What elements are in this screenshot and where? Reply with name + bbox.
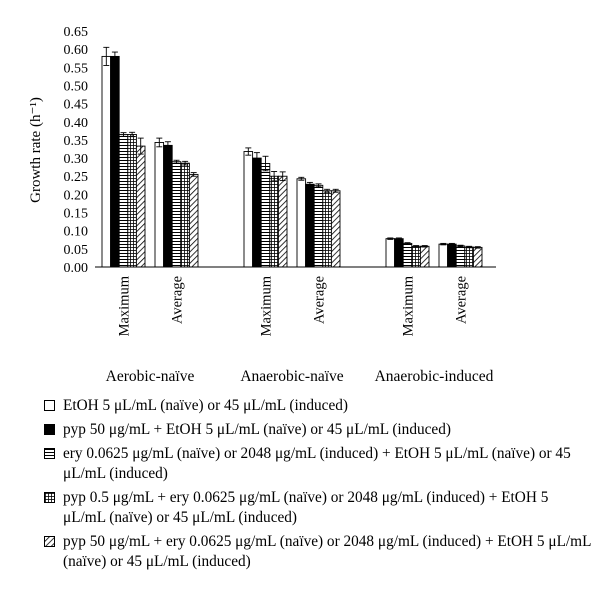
legend-item-5: pyp 50 μg/mL + ery 0.0625 μg/mL (naïve) … xyxy=(44,532,592,572)
y-tick-label: 0.25 xyxy=(64,170,89,185)
bar xyxy=(313,184,324,268)
bar xyxy=(127,134,137,268)
bar xyxy=(472,246,483,268)
bar xyxy=(277,175,288,268)
y-tick-label: 0.50 xyxy=(64,79,89,94)
category-label: Maximum xyxy=(117,275,133,336)
y-axis-label: Growth rate (h⁻¹) xyxy=(28,97,44,203)
legend-swatch-black xyxy=(44,424,55,435)
category-label: Average xyxy=(170,276,186,324)
bar xyxy=(305,183,315,268)
y-tick-label: 0.60 xyxy=(64,43,89,58)
bar xyxy=(402,242,413,268)
x-axis: Maximum Average Aerobic-naïve Maximum Averag… xyxy=(106,275,494,385)
y-tick-label: 0.20 xyxy=(64,188,89,203)
y-tick-label: 0.40 xyxy=(64,116,89,131)
y-tick-label: 0.10 xyxy=(64,225,89,240)
legend-label: ery 0.0625 μg/mL (naïve) or 2048 μg/mL (… xyxy=(63,445,571,482)
bar xyxy=(455,245,466,268)
category-label: Average xyxy=(312,276,328,324)
y-tick-label: 0.65 xyxy=(64,25,89,40)
bar xyxy=(322,190,332,268)
bar xyxy=(411,245,421,268)
y-tick-label: 0.35 xyxy=(64,134,89,149)
bar xyxy=(394,238,404,268)
category-label: Average xyxy=(454,276,470,324)
bar xyxy=(118,134,129,268)
y-tick-label: 0.15 xyxy=(64,207,89,222)
category-label: Maximum xyxy=(401,275,417,336)
legend-label: pyp 50 μg/mL + EtOH 5 μL/mL (naïve) or 4… xyxy=(63,421,451,438)
y-axis: 0.00 0.05 0.10 0.15 0.20 0.25 0.30 0.35 0.40 0.45… xyxy=(64,25,89,276)
group-label: Anaerobic-naïve xyxy=(240,368,343,385)
y-tick-label: 0.05 xyxy=(64,243,89,258)
legend-swatch-horizontal-hatch xyxy=(44,448,55,459)
bar xyxy=(330,190,341,268)
bar xyxy=(180,162,190,268)
legend-label: pyp 50 μg/mL + ery 0.0625 μg/mL (naïve) … xyxy=(63,533,591,570)
legend: EtOH 5 μL/mL (naïve) or 45 μL/mL (induce… xyxy=(44,396,592,576)
bar-chart: Growth rate (h⁻¹) 0.000.050.100.150.200.… xyxy=(28,25,496,385)
bar xyxy=(269,175,279,268)
bar xyxy=(464,246,474,268)
legend-item-4: pyp 0.5 μg/mL + ery 0.0625 μg/mL (naïve)… xyxy=(44,488,592,528)
bars xyxy=(95,46,496,268)
legend-item-3: ery 0.0625 μg/mL (naïve) or 2048 μg/mL (… xyxy=(44,444,592,484)
legend-label: pyp 0.5 μg/mL + ery 0.0625 μg/mL (naïve)… xyxy=(63,489,549,526)
legend-swatch-grid-hatch xyxy=(44,492,55,503)
bar xyxy=(296,178,307,268)
legend-item-2: pyp 50 μg/mL + EtOH 5 μL/mL (naïve) or 4… xyxy=(44,420,592,440)
bar xyxy=(419,245,430,268)
group-label: Aerobic-naïve xyxy=(106,368,195,385)
bar xyxy=(260,163,271,268)
bar xyxy=(447,243,457,268)
group-label: Anaerobic-induced xyxy=(375,368,494,385)
category-label: Maximum xyxy=(259,275,275,336)
bar xyxy=(135,145,146,268)
y-tick-label: 0.30 xyxy=(64,152,89,167)
legend-swatch-white xyxy=(44,400,55,411)
legend-item-1: EtOH 5 μL/mL (naïve) or 45 μL/mL (induce… xyxy=(44,396,592,416)
bar xyxy=(154,142,165,268)
y-tick-label: 0.45 xyxy=(64,98,89,113)
bar xyxy=(171,161,182,268)
bar xyxy=(438,243,449,268)
bar xyxy=(252,157,262,268)
bar xyxy=(163,144,173,268)
bar xyxy=(110,55,120,268)
legend-label: EtOH 5 μL/mL (naïve) or 45 μL/mL (induce… xyxy=(63,397,349,414)
bar xyxy=(243,151,254,268)
bar xyxy=(385,238,396,268)
legend-swatch-diagonal-hatch xyxy=(44,536,55,547)
bar xyxy=(101,55,112,268)
bar xyxy=(188,173,199,268)
y-tick-label: 0.55 xyxy=(64,61,89,76)
y-tick-label: 0.00 xyxy=(64,261,89,276)
